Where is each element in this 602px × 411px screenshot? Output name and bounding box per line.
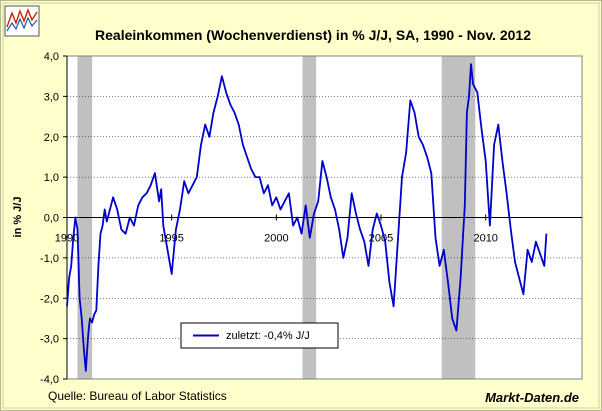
y-tick-label-6: 2,0 — [44, 132, 59, 144]
brand-label: Markt-Daten.de — [485, 390, 579, 405]
series-line-0 — [66, 63, 548, 372]
legend: zuletzt: -0,4% J/J — [180, 322, 339, 349]
y-tick-label-0: -4,0 — [40, 374, 59, 386]
y-tick-label-1: -3,0 — [40, 334, 59, 346]
source-label: Quelle: Bureau of Labor Statistics — [48, 389, 227, 403]
y-tick-label-3: -1,0 — [40, 253, 59, 265]
x-tick-label-4: 2010 — [473, 233, 497, 245]
x-tick-label-2: 2000 — [264, 233, 288, 245]
series-layer — [66, 63, 548, 372]
y-axis-label: in % J/J — [12, 197, 24, 238]
logo — [4, 5, 40, 37]
chart-title: Realeinkommen (Wochenverdienst) in % J/J… — [95, 27, 531, 43]
axes: -4,0 -3,0 -2,0 -1,0 0,0 1,0 2,0 3,0 4,0 1990 1995 2… — [40, 51, 583, 386]
x-tick-label-3: 2005 — [369, 233, 393, 245]
x-tick-label-0: 1990 — [55, 233, 79, 245]
y-tick-label-7: 3,0 — [44, 91, 59, 103]
line-chart-logo-icon — [4, 5, 40, 37]
x-tick-label-1: 1995 — [159, 233, 183, 245]
legend-label: zuletzt: -0,4% J/J — [226, 330, 310, 342]
y-tick-label-2: -2,0 — [40, 293, 59, 305]
y-tick-label-4: 0,0 — [44, 213, 59, 225]
y-tick-label-5: 1,0 — [44, 172, 59, 184]
y-tick-label-8: 4,0 — [44, 51, 59, 63]
